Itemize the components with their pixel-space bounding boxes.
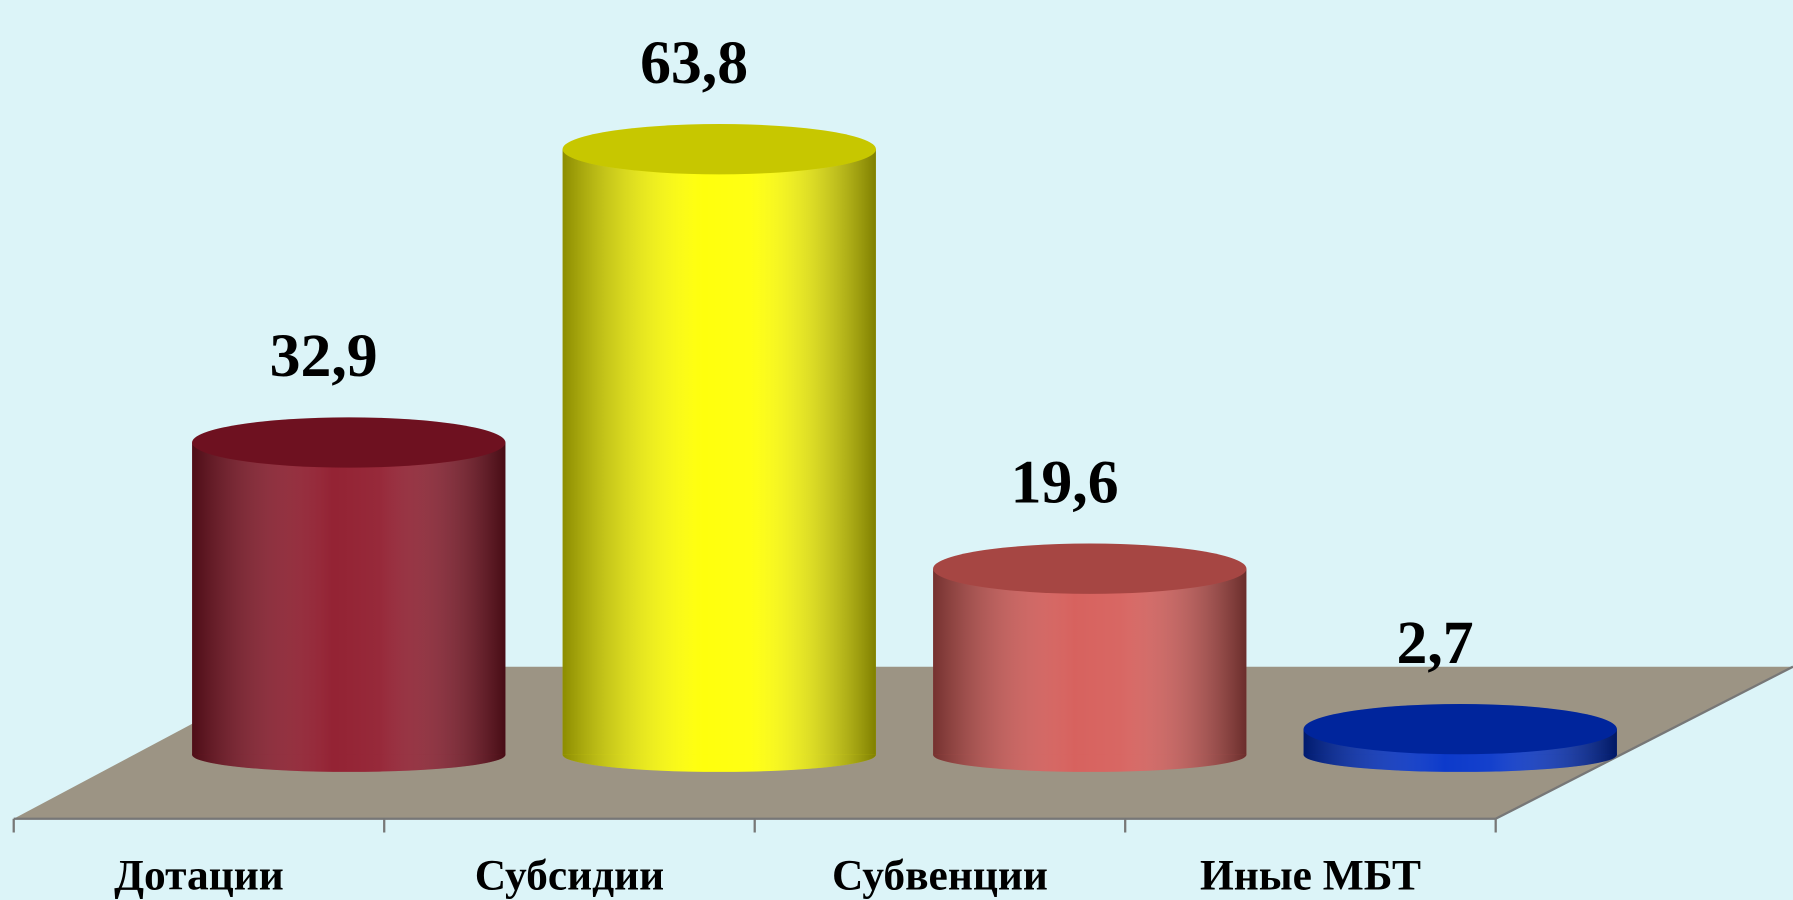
bar-shade: [933, 568, 1247, 755]
cylinder-top: [562, 124, 876, 175]
cylinder-top-shade: [933, 543, 1247, 594]
cylinder-top: [1303, 703, 1617, 755]
cylinder-top-shade: [1303, 703, 1617, 755]
bar-shade: [562, 149, 876, 755]
x-tick-label: Субсидии: [475, 852, 665, 900]
x-tick-label: Субвенции: [832, 852, 1048, 900]
data-label: 32,9: [270, 322, 378, 390]
data-label: 2,7: [1397, 609, 1474, 677]
cylinder-top: [192, 417, 506, 468]
bar-shade: [192, 442, 506, 755]
data-label: 19,6: [1011, 448, 1119, 516]
cylinder-top: [933, 543, 1247, 594]
data-label: 63,8: [640, 29, 748, 97]
x-tick-label: Дотации: [114, 852, 284, 900]
cylinder-top-shade: [192, 417, 506, 468]
floor-edge: [1495, 665, 1793, 820]
cylinder-top-shade: [562, 124, 876, 175]
x-tick-label: Иные МБТ: [1200, 852, 1421, 900]
